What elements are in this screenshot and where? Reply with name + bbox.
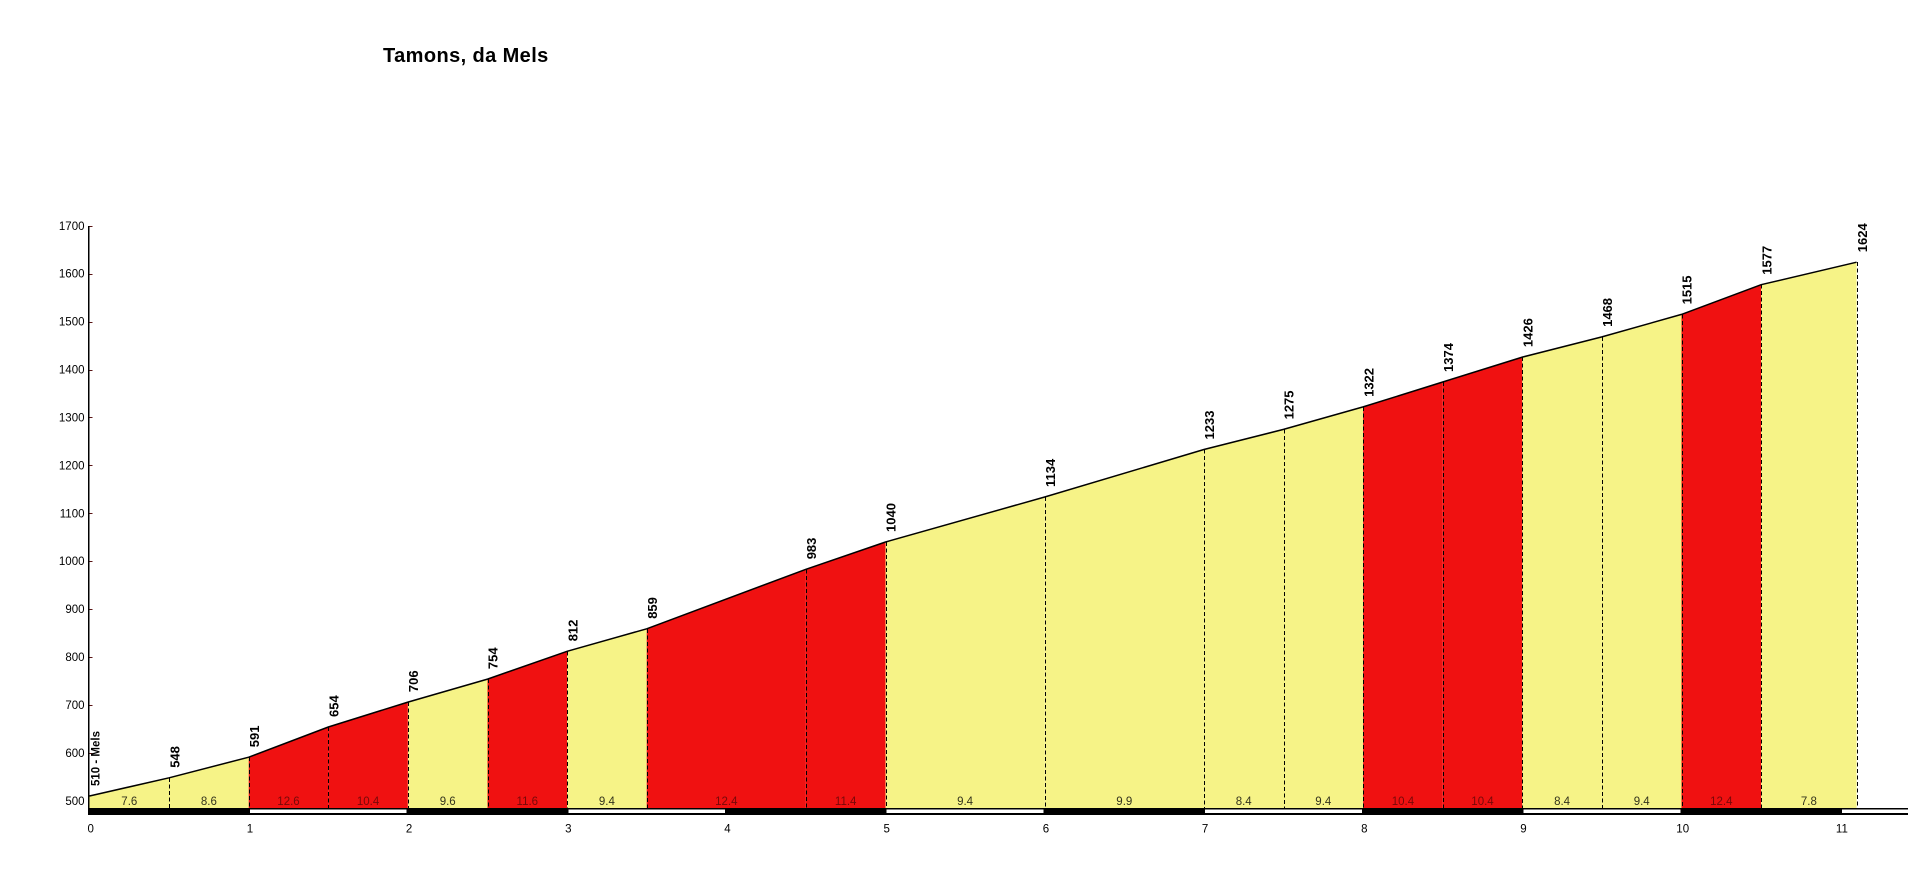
svg-text:900: 900	[65, 604, 84, 616]
svg-text:1400: 1400	[59, 365, 85, 377]
svg-text:7: 7	[1202, 824, 1208, 836]
svg-text:10.4: 10.4	[1392, 796, 1415, 808]
svg-text:1275: 1275	[1282, 390, 1297, 419]
svg-text:0: 0	[87, 824, 93, 836]
svg-text:10: 10	[1676, 824, 1689, 836]
svg-text:11.6: 11.6	[517, 796, 539, 808]
svg-text:3: 3	[565, 824, 571, 836]
svg-text:8.4: 8.4	[1236, 796, 1253, 808]
svg-text:1040: 1040	[884, 503, 899, 532]
svg-text:8.6: 8.6	[201, 796, 217, 808]
svg-text:812: 812	[565, 620, 580, 642]
svg-text:8: 8	[1361, 824, 1367, 836]
svg-text:1426: 1426	[1521, 318, 1536, 347]
svg-text:9.4: 9.4	[957, 796, 974, 808]
svg-text:9.6: 9.6	[440, 796, 456, 808]
svg-text:1200: 1200	[59, 460, 85, 472]
svg-text:9: 9	[1520, 824, 1526, 836]
svg-text:12.6: 12.6	[277, 796, 299, 808]
svg-text:10.4: 10.4	[357, 796, 380, 808]
svg-text:1700: 1700	[59, 221, 85, 233]
svg-text:800: 800	[65, 652, 84, 664]
svg-text:7.6: 7.6	[121, 796, 137, 808]
svg-text:1624: 1624	[1855, 223, 1870, 253]
svg-text:8.4: 8.4	[1554, 796, 1571, 808]
svg-text:1374: 1374	[1441, 342, 1456, 372]
svg-text:1468: 1468	[1600, 298, 1615, 327]
svg-text:2: 2	[406, 824, 412, 836]
svg-text:7.8: 7.8	[1801, 796, 1817, 808]
svg-text:1100: 1100	[60, 508, 85, 520]
svg-text:1300: 1300	[59, 412, 85, 424]
svg-text:1233: 1233	[1202, 411, 1217, 440]
svg-text:1600: 1600	[59, 269, 85, 281]
svg-text:1000: 1000	[59, 556, 85, 568]
svg-text:500: 500	[65, 796, 84, 808]
svg-text:12.4: 12.4	[1710, 796, 1733, 808]
svg-text:548: 548	[167, 746, 182, 768]
svg-text:1134: 1134	[1043, 458, 1058, 487]
svg-text:654: 654	[327, 695, 342, 717]
svg-text:706: 706	[406, 670, 421, 692]
svg-text:11.4: 11.4	[835, 796, 857, 808]
svg-text:6: 6	[1043, 824, 1049, 836]
svg-text:4: 4	[724, 824, 731, 836]
svg-text:5: 5	[883, 824, 889, 836]
svg-text:Tamons, da Mels: Tamons, da Mels	[383, 45, 549, 67]
svg-text:600: 600	[65, 748, 84, 760]
svg-text:859: 859	[645, 597, 660, 619]
svg-text:754: 754	[486, 647, 501, 669]
svg-text:700: 700	[65, 700, 84, 712]
svg-text:9.4: 9.4	[1315, 796, 1332, 808]
svg-text:9.4: 9.4	[599, 796, 616, 808]
svg-text:12.4: 12.4	[715, 796, 738, 808]
svg-text:11: 11	[1836, 824, 1848, 836]
svg-text:983: 983	[804, 538, 819, 560]
svg-text:591: 591	[247, 725, 262, 747]
svg-text:10.4: 10.4	[1471, 796, 1494, 808]
svg-text:9.4: 9.4	[1634, 796, 1651, 808]
svg-text:9.9: 9.9	[1116, 796, 1132, 808]
svg-text:1322: 1322	[1361, 368, 1376, 397]
svg-text:510 - Mels: 510 - Mels	[91, 731, 103, 786]
svg-text:1: 1	[247, 824, 253, 836]
svg-text:1500: 1500	[59, 317, 85, 329]
svg-text:1577: 1577	[1759, 246, 1774, 275]
svg-text:1515: 1515	[1680, 275, 1695, 304]
